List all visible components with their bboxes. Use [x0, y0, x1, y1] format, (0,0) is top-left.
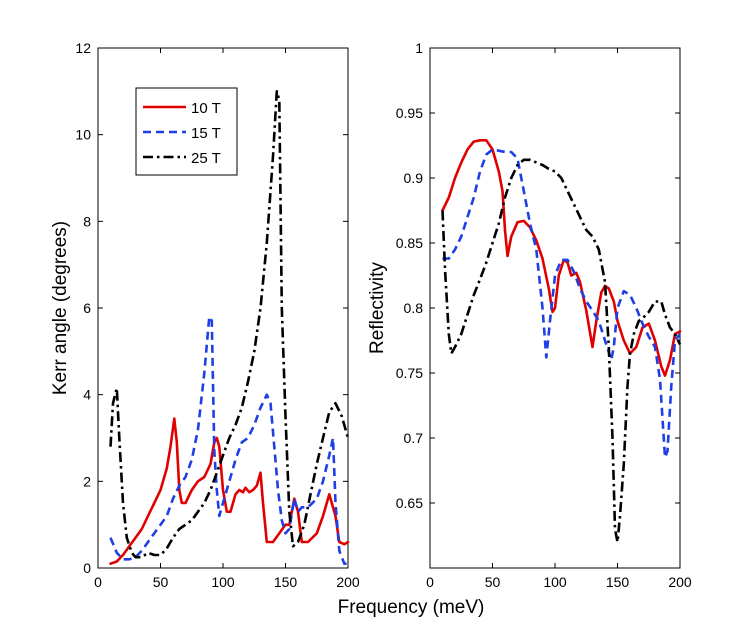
legend-label-25-t: 25 T — [191, 150, 221, 167]
kerr-angle-y-tick-label: 8 — [83, 213, 91, 229]
legend: 10 T 15 T 25 T — [135, 87, 238, 176]
legend-label-10-t: 10 T — [191, 100, 221, 117]
kerr-angle-series-group — [109, 90, 350, 565]
reflectivity-x-tick-label: 200 — [668, 574, 692, 590]
kerr-angle-x-tick-label: 100 — [211, 574, 235, 590]
kerr-angle-y-tick-label: 12 — [75, 40, 91, 56]
reflectivity-x-tick-label: 100 — [543, 574, 567, 590]
reflectivity-y-tick-label: 0.7 — [404, 430, 424, 446]
kerr-angle-y-ticks: 0 2 4 6 8 10 12 — [75, 40, 348, 576]
reflectivity-y-tick-label: 0.95 — [396, 105, 423, 121]
reflectivity-series-group — [441, 139, 682, 544]
kerr-angle-x-ticks: 0 50 100 150 200 — [94, 48, 360, 590]
reflectivity-x-tick-label: 50 — [485, 574, 501, 590]
reflectivity-x-tick-label: 0 — [426, 574, 434, 590]
reflectivity-y-axis-label: Reflectivity — [367, 262, 388, 354]
kerr-angle-y-tick-label: 0 — [83, 560, 91, 576]
reflectivity-y-tick-label: 0.65 — [396, 495, 423, 511]
kerr-angle-y-tick-label: 6 — [83, 300, 91, 316]
kerr-angle-panel: 0 50 100 150 200 0 2 4 6 8 10 12 Kerr angle (degre… — [50, 40, 360, 590]
kerr-angle-series-10-t — [109, 417, 350, 565]
kerr-angle-x-tick-label: 0 — [94, 574, 102, 590]
reflectivity-panel: 0 50 100 150 200 0.650.70.750.80.850.90.951 … — [367, 40, 692, 590]
kerr-angle-x-tick-label: 50 — [153, 574, 169, 590]
kerr-angle-y-axis-label: Kerr angle (degrees) — [50, 221, 71, 395]
legend-label-15-t: 15 T — [191, 125, 221, 142]
kerr-angle-series-15-t — [109, 315, 348, 565]
reflectivity-x-tick-label: 150 — [606, 574, 630, 590]
kerr-angle-series-25-t — [109, 90, 350, 559]
legend-box — [135, 87, 238, 176]
reflectivity-series-25-t — [441, 158, 682, 544]
kerr-angle-x-tick-label: 150 — [274, 574, 298, 590]
reflectivity-y-tick-label: 0.9 — [404, 170, 424, 186]
kerr-angle-y-tick-label: 4 — [83, 387, 91, 403]
reflectivity-y-tick-label: 0.75 — [396, 365, 423, 381]
kerr-angle-x-tick-label: 200 — [336, 574, 360, 590]
reflectivity-x-ticks: 0 50 100 150 200 — [426, 48, 692, 590]
reflectivity-y-tick-label: 0.8 — [404, 300, 424, 316]
reflectivity-series-15-t — [442, 148, 682, 459]
kerr-angle-y-tick-label: 10 — [75, 127, 91, 143]
reflectivity-y-ticks: 0.65 0.7 0.75 0.8 0.85 0.9 0.95 1 — [396, 40, 680, 511]
x-axis-label: Frequency (meV) — [338, 597, 485, 618]
kerr-angle-y-tick-label: 2 — [83, 473, 91, 489]
reflectivity-y-tick-label: 1 — [415, 40, 423, 56]
reflectivity-y-tick-label: 0.85 — [396, 235, 423, 251]
